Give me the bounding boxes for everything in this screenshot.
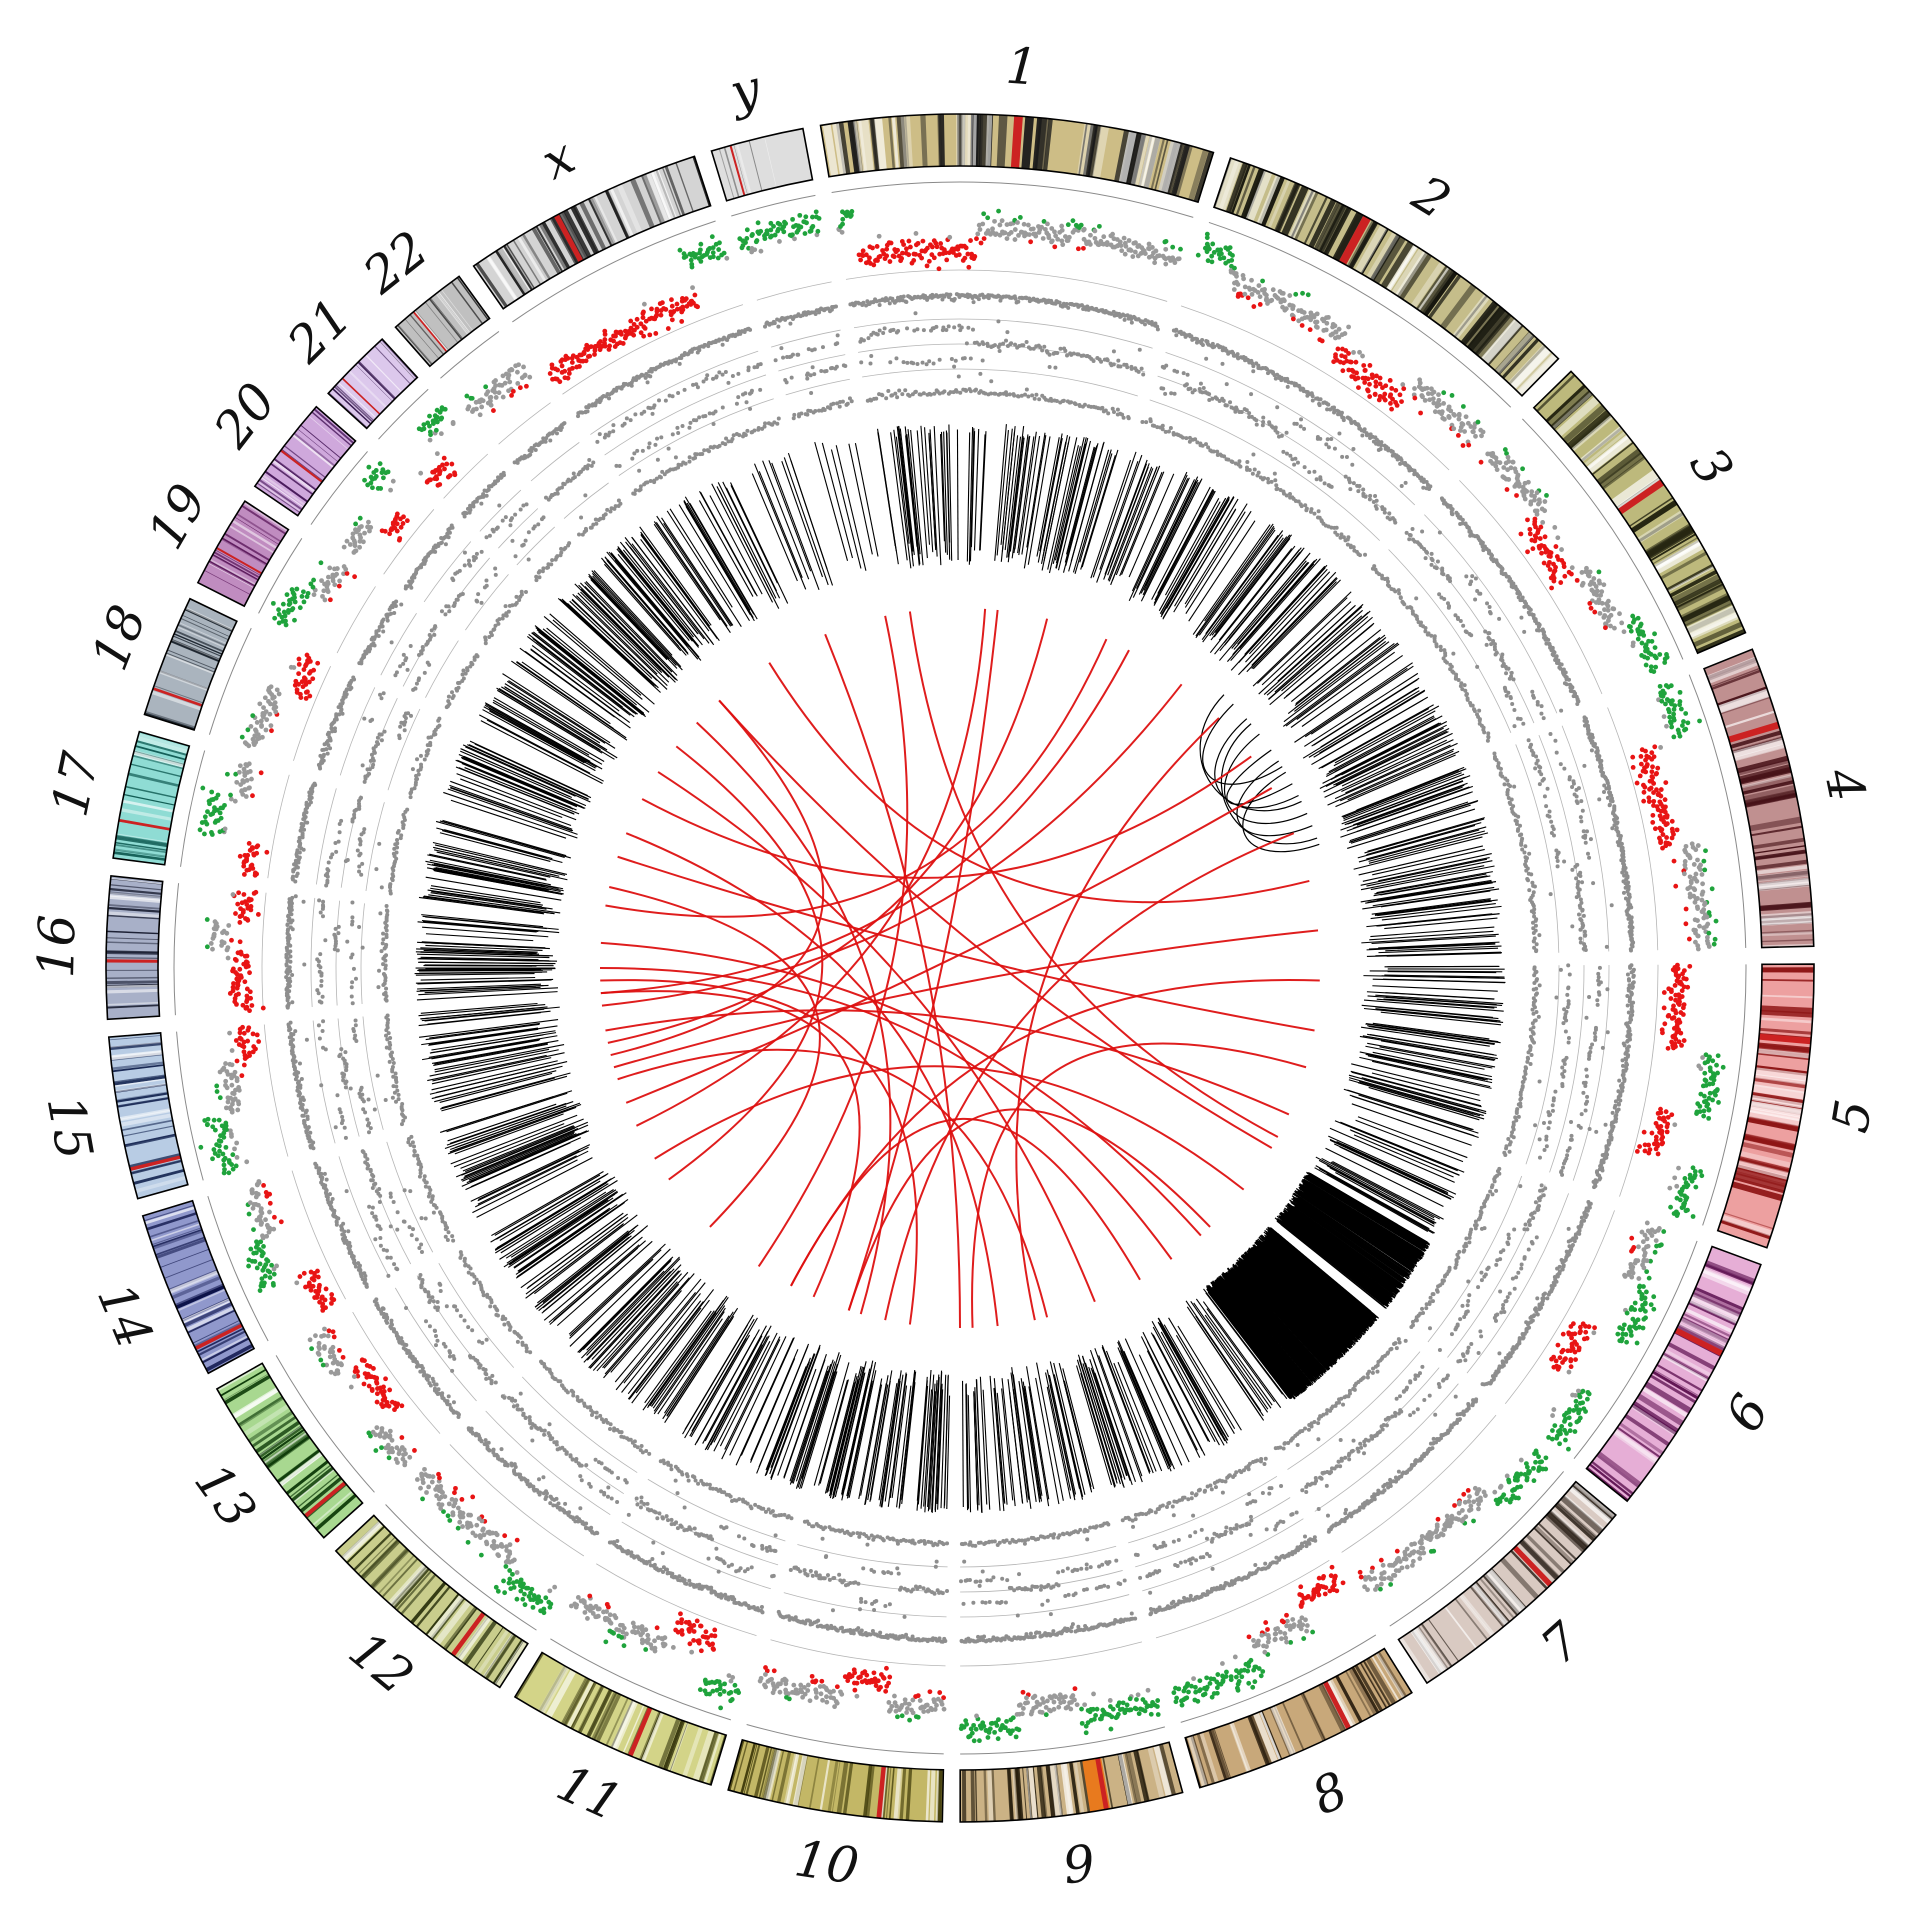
chromosome-arc-y	[711, 128, 813, 201]
centromere-band	[215, 547, 263, 575]
sv-tick-track	[414, 424, 1506, 1513]
centromere-band	[450, 1611, 486, 1657]
chromosome-arc-9	[960, 1742, 1183, 1822]
chromosome-label-x: x	[533, 127, 584, 191]
centromere-band	[152, 687, 203, 707]
centromere-band	[1095, 1757, 1109, 1810]
ideogram-ring	[105, 113, 1815, 1823]
centromere-band	[118, 818, 171, 831]
chromosome-label-19: 19	[136, 474, 218, 558]
centromere-band	[129, 1155, 181, 1172]
chromosome-label-22: 22	[352, 220, 439, 306]
centromere-band	[1338, 215, 1371, 265]
centromere-band	[1758, 1033, 1812, 1045]
chromosome-label-11: 11	[549, 1754, 631, 1833]
centromere-band	[280, 449, 323, 483]
chromosome-label-13: 13	[183, 1453, 267, 1539]
chromosome-arc-22	[395, 276, 490, 367]
chromosome-arc-11	[514, 1652, 727, 1785]
chromosome-label-18: 18	[80, 597, 157, 677]
chromosome-label-16: 16	[27, 914, 87, 979]
chromosome-arc-8	[1185, 1648, 1412, 1788]
chromosome-label-5: 5	[1821, 1096, 1883, 1137]
chromosome-label-3: 3	[1679, 437, 1745, 496]
baf-scatter-track	[284, 292, 1636, 1644]
chromosome-label-20: 20	[202, 372, 287, 459]
centromere-band	[412, 311, 448, 353]
chromosome-label-14: 14	[86, 1275, 164, 1356]
chromosome-label-21: 21	[276, 288, 363, 375]
chromosome-label-7: 7	[1530, 1611, 1592, 1676]
centromere-band	[1010, 115, 1023, 169]
cnv-scatter-track	[173, 181, 1747, 1755]
centromere-band	[341, 377, 381, 415]
centromere-band	[1674, 1327, 1724, 1357]
centromere-band	[1512, 1545, 1553, 1587]
chromosome-label-12: 12	[338, 1620, 424, 1705]
centromere-band	[1727, 721, 1780, 743]
centromere-band	[1617, 479, 1665, 515]
chromosome-label-8: 8	[1303, 1761, 1356, 1827]
chromosome-label-y: y	[723, 59, 767, 123]
chromosome-label-15: 15	[36, 1091, 104, 1164]
chromosome-label-2: 2	[1402, 164, 1460, 231]
chromosome-arc-14	[142, 1200, 255, 1374]
translocation-links	[599, 608, 1320, 1329]
chromosome-arc-19	[197, 501, 289, 607]
chromosome-label-4: 4	[1813, 763, 1876, 807]
centromere-band	[1322, 1680, 1352, 1730]
chromosome-label-9: 9	[1059, 1834, 1098, 1896]
chromosome-label-1: 1	[1004, 37, 1040, 97]
chromosome-label-6: 6	[1714, 1385, 1780, 1441]
centromere-band	[876, 1766, 886, 1819]
centromere-band	[553, 214, 584, 263]
chromosome-label-17: 17	[41, 747, 111, 821]
chromosome-label-10: 10	[791, 1829, 862, 1896]
centromere-band	[627, 1706, 653, 1757]
centromere-band	[106, 959, 159, 963]
centromere-band	[729, 145, 746, 196]
centromere-band	[194, 1323, 243, 1351]
centromere-band	[303, 1481, 347, 1518]
